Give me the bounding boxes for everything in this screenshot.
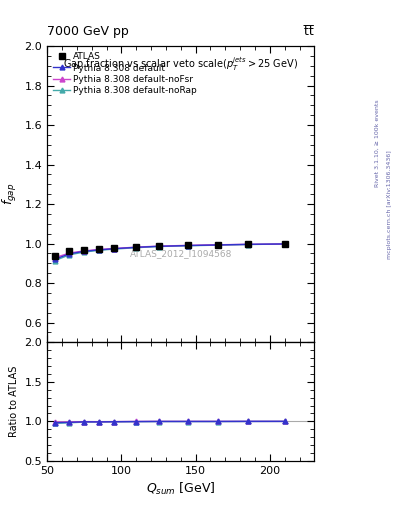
Text: ATLAS_2012_I1094568: ATLAS_2012_I1094568 bbox=[130, 249, 232, 258]
Pythia 8.308 default bbox=[134, 244, 139, 250]
Pythia 8.308 default-noRap bbox=[134, 245, 139, 251]
Pythia 8.308 default-noRap bbox=[52, 258, 57, 264]
Pythia 8.308 default bbox=[67, 251, 72, 257]
Pythia 8.308 default-noRap bbox=[97, 247, 101, 253]
Pythia 8.308 default-noFsr bbox=[282, 241, 287, 247]
Pythia 8.308 default-noFsr bbox=[186, 242, 191, 248]
Y-axis label: $f_{gap}$: $f_{gap}$ bbox=[1, 183, 19, 205]
ATLAS bbox=[134, 244, 139, 250]
Pythia 8.308 default-noRap bbox=[186, 243, 191, 249]
Text: t̅t̅: t̅t̅ bbox=[305, 26, 314, 38]
Pythia 8.308 default bbox=[245, 241, 250, 247]
Pythia 8.308 default bbox=[97, 247, 101, 253]
ATLAS bbox=[52, 253, 57, 259]
Pythia 8.308 default-noFsr bbox=[82, 248, 86, 254]
Pythia 8.308 default bbox=[186, 243, 191, 249]
Pythia 8.308 default-noRap bbox=[156, 244, 161, 250]
Pythia 8.308 default-noFsr bbox=[112, 245, 116, 251]
Pythia 8.308 default-noRap bbox=[282, 241, 287, 247]
Pythia 8.308 default-noFsr bbox=[97, 246, 101, 252]
Pythia 8.308 default bbox=[156, 243, 161, 249]
ATLAS bbox=[97, 245, 101, 251]
ATLAS bbox=[67, 248, 72, 254]
ATLAS bbox=[245, 241, 250, 247]
Pythia 8.308 default bbox=[112, 246, 116, 252]
Line: Pythia 8.308 default: Pythia 8.308 default bbox=[52, 242, 287, 262]
ATLAS bbox=[112, 245, 116, 251]
Pythia 8.308 default-noFsr bbox=[215, 242, 220, 248]
Y-axis label: Ratio to ATLAS: Ratio to ATLAS bbox=[9, 366, 19, 437]
Legend: ATLAS, Pythia 8.308 default, Pythia 8.308 default-noFsr, Pythia 8.308 default-no: ATLAS, Pythia 8.308 default, Pythia 8.30… bbox=[51, 51, 199, 97]
Text: mcplots.cern.ch [arXiv:1306.3436]: mcplots.cern.ch [arXiv:1306.3436] bbox=[387, 151, 391, 259]
Pythia 8.308 default-noRap bbox=[215, 242, 220, 248]
X-axis label: $Q_{sum}$ [GeV]: $Q_{sum}$ [GeV] bbox=[146, 481, 215, 497]
Line: ATLAS: ATLAS bbox=[51, 241, 288, 259]
Pythia 8.308 default-noFsr bbox=[134, 244, 139, 250]
Pythia 8.308 default bbox=[215, 242, 220, 248]
Pythia 8.308 default-noRap bbox=[82, 249, 86, 255]
Pythia 8.308 default-noFsr bbox=[67, 250, 72, 256]
ATLAS bbox=[156, 243, 161, 249]
Pythia 8.308 default-noRap bbox=[112, 246, 116, 252]
Text: 7000 GeV pp: 7000 GeV pp bbox=[47, 26, 129, 38]
Pythia 8.308 default-noRap bbox=[245, 242, 250, 248]
ATLAS bbox=[282, 241, 287, 247]
Pythia 8.308 default bbox=[52, 257, 57, 263]
Text: Rivet 3.1.10, ≥ 100k events: Rivet 3.1.10, ≥ 100k events bbox=[375, 99, 380, 187]
Line: Pythia 8.308 default-noFsr: Pythia 8.308 default-noFsr bbox=[52, 242, 287, 260]
Pythia 8.308 default-noFsr bbox=[156, 243, 161, 249]
Pythia 8.308 default bbox=[82, 248, 86, 254]
Pythia 8.308 default-noFsr bbox=[52, 254, 57, 261]
Text: Gap fraction vs scalar veto scale($p_{T}^{jets}>$25 GeV): Gap fraction vs scalar veto scale($p_{T}… bbox=[63, 55, 298, 73]
ATLAS bbox=[82, 247, 86, 253]
ATLAS bbox=[215, 242, 220, 248]
Pythia 8.308 default-noRap bbox=[67, 252, 72, 258]
Pythia 8.308 default-noFsr bbox=[245, 241, 250, 247]
ATLAS bbox=[186, 242, 191, 248]
Line: Pythia 8.308 default-noRap: Pythia 8.308 default-noRap bbox=[52, 242, 287, 263]
Pythia 8.308 default bbox=[282, 241, 287, 247]
